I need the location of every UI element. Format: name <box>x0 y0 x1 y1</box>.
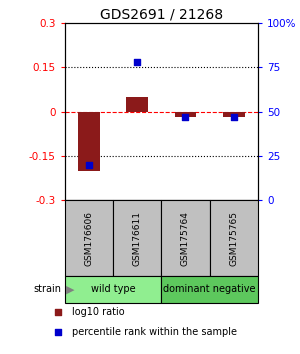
Text: GSM176611: GSM176611 <box>133 211 142 266</box>
Bar <box>223 112 245 117</box>
Text: GSM175765: GSM175765 <box>229 211 238 266</box>
Bar <box>78 112 100 171</box>
Text: dominant negative: dominant negative <box>164 284 256 295</box>
Text: GSM176606: GSM176606 <box>84 211 93 266</box>
Title: GDS2691 / 21268: GDS2691 / 21268 <box>100 8 223 22</box>
Bar <box>161 200 210 276</box>
Bar <box>210 200 258 276</box>
Point <box>231 114 236 120</box>
Point <box>56 309 61 315</box>
Point <box>86 162 91 167</box>
Text: ▶: ▶ <box>66 284 74 295</box>
Bar <box>175 112 196 117</box>
Text: wild type: wild type <box>91 284 135 295</box>
Bar <box>64 276 161 303</box>
Text: strain: strain <box>34 284 62 295</box>
Bar <box>126 97 148 112</box>
Text: percentile rank within the sample: percentile rank within the sample <box>72 327 237 337</box>
Bar <box>64 200 113 276</box>
Bar <box>113 200 161 276</box>
Point <box>183 114 188 120</box>
Point <box>135 59 140 65</box>
Bar <box>161 276 258 303</box>
Point <box>56 329 61 335</box>
Text: log10 ratio: log10 ratio <box>72 307 124 317</box>
Text: GSM175764: GSM175764 <box>181 211 190 266</box>
